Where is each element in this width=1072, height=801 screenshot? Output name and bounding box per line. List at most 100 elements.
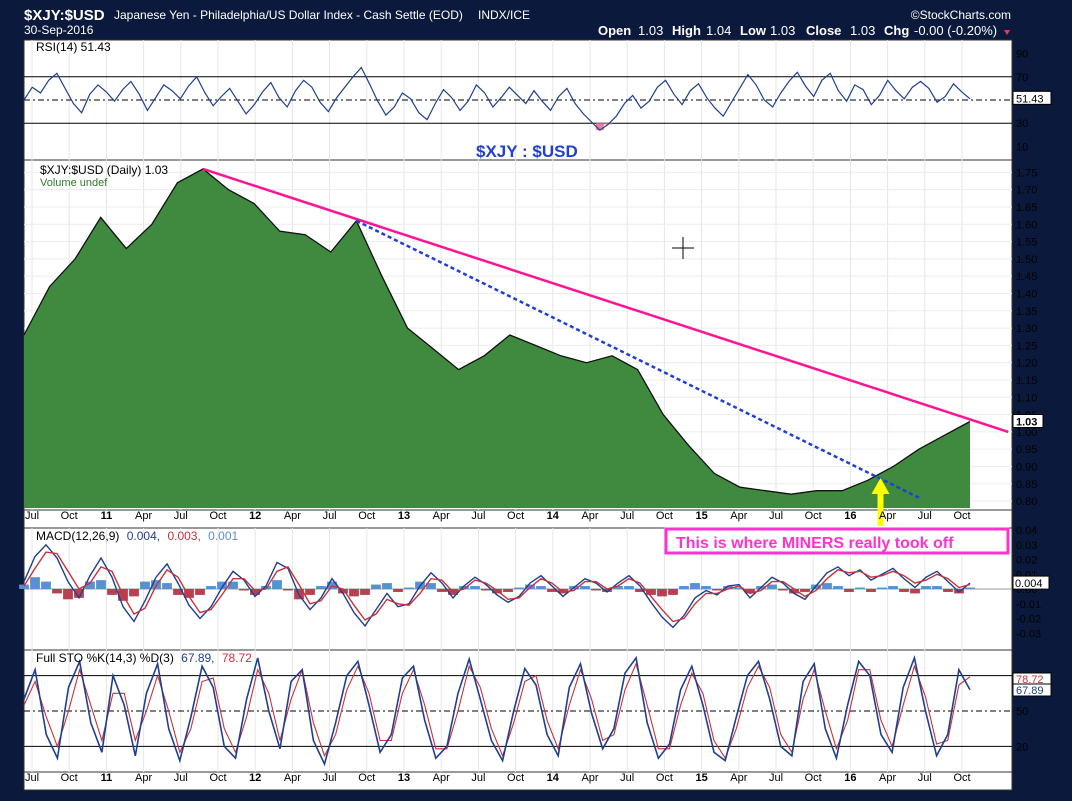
x-tick-label: 11 xyxy=(101,772,113,784)
x-tick-label: Apr xyxy=(730,772,747,784)
macd-histogram-bar xyxy=(613,586,623,589)
x-tick-label: Oct xyxy=(805,772,822,784)
price-y-tick-label: 1.65 xyxy=(1016,202,1037,214)
open-value: 1.03 xyxy=(638,23,663,38)
rsi-oversold-shade xyxy=(595,123,604,131)
price-y-tick-label: 1.40 xyxy=(1016,288,1037,300)
macd-histogram-bar xyxy=(239,589,249,591)
macd-histogram-bar xyxy=(74,589,84,598)
bottom-x-axis xyxy=(23,771,1013,791)
close-label: Close xyxy=(806,23,841,38)
macd-histogram-bar xyxy=(437,589,447,592)
watermark: ©StockCharts.com xyxy=(911,8,1011,22)
price-y-tick-label: 0.80 xyxy=(1016,496,1037,508)
macd-title-params: MACD(12,26,9) xyxy=(36,529,119,543)
exchange-label: INDX/ICE xyxy=(478,8,530,22)
x-tick-label: Apr xyxy=(879,772,896,784)
macd-histogram-bar xyxy=(426,583,436,589)
macd-histogram-bar xyxy=(745,589,755,594)
price-y-tick-label: 1.75 xyxy=(1016,167,1037,179)
x-tick-label: 12 xyxy=(249,510,261,522)
macd-histogram-bar xyxy=(481,589,491,591)
price-y-tick-label: 1.55 xyxy=(1016,237,1037,249)
macd-histogram-bar xyxy=(195,589,205,595)
x-tick-label: Jul xyxy=(323,510,337,522)
x-tick-label: Jul xyxy=(471,510,485,522)
macd-histogram-bar xyxy=(547,589,557,592)
x-tick-label: 14 xyxy=(547,510,560,522)
rsi-y-tick-label: 90 xyxy=(1016,49,1028,61)
macd-histogram-bar xyxy=(283,589,293,591)
macd-title: MACD(12,26,9) 0.004, 0.003, 0.001 xyxy=(36,529,239,543)
macd-y-tick-label: 0.02 xyxy=(1016,555,1037,567)
x-tick-label: Apr xyxy=(433,510,450,522)
price-y-tick-label: 1.70 xyxy=(1016,185,1037,197)
open-label: Open xyxy=(598,23,631,38)
price-y-tick-label: 1.20 xyxy=(1016,358,1037,370)
rsi-value-label: 51.43 xyxy=(1016,93,1044,105)
macd-y-tick-label: 0.03 xyxy=(1016,540,1037,552)
x-tick-label: Oct xyxy=(61,510,78,522)
sto-title: Full STO %K(14,3) %D(3) 67.89, 78.72 xyxy=(36,651,252,665)
price-y-tick-label: 0.95 xyxy=(1016,444,1037,456)
macd-histogram-bar xyxy=(338,589,348,594)
high-label: High xyxy=(672,23,701,38)
x-tick-label: Jul xyxy=(918,772,932,784)
x-tick-label: Jul xyxy=(174,510,188,522)
macd-histogram-bar xyxy=(404,587,414,589)
x-tick-label: Oct xyxy=(358,510,375,522)
macd-histogram-bar xyxy=(789,589,799,594)
x-tick-label: 13 xyxy=(398,510,410,522)
macd-histogram-bar xyxy=(250,589,260,595)
volume-label: Volume undef xyxy=(40,177,108,189)
down-arrow-icon xyxy=(1004,30,1010,35)
x-tick-label: Jul xyxy=(620,510,634,522)
x-tick-label: Jul xyxy=(769,510,783,522)
macd-histogram-bar xyxy=(272,580,282,589)
macd-histogram-bar xyxy=(624,586,634,589)
crosshair-icon xyxy=(672,237,694,259)
x-tick-label: Apr xyxy=(284,772,301,784)
macd-histogram-bar xyxy=(162,583,172,589)
x-tick-label: 16 xyxy=(844,772,856,784)
x-tick-label: 11 xyxy=(101,510,113,522)
price-line xyxy=(23,168,971,495)
sto-value-label: 78.72 xyxy=(1016,674,1044,686)
macd-y-tick-label: -0.01 xyxy=(1016,599,1041,611)
price-y-tick-label: 1.30 xyxy=(1016,323,1037,335)
macd-histogram-bar xyxy=(30,577,40,589)
x-tick-label: Jul xyxy=(25,510,39,522)
close-value: 1.03 xyxy=(850,23,875,38)
sto-k-line xyxy=(23,655,971,767)
macd-histogram-bar xyxy=(899,589,909,592)
price-y-tick-label: 1.60 xyxy=(1016,219,1037,231)
macd-histogram-bar xyxy=(965,587,975,589)
macd-histogram-bar xyxy=(822,583,832,589)
price-y-tick-label: 1.50 xyxy=(1016,254,1037,266)
macd-histogram-bar xyxy=(723,586,733,589)
sto-title-k: 67.89, xyxy=(181,651,214,665)
macd-value-label: 0.004 xyxy=(1015,578,1043,590)
macd-histogram-bar xyxy=(536,586,546,589)
macd-histogram-bar xyxy=(173,589,183,595)
x-tick-label: Apr xyxy=(581,510,598,522)
price-y-tick-label: 0.90 xyxy=(1016,461,1037,473)
macd-histogram-bar xyxy=(261,586,271,589)
macd-histogram-bar xyxy=(844,589,854,592)
x-tick-label: Jul xyxy=(174,772,188,784)
sto-value-label: 67.89 xyxy=(1016,685,1044,697)
macd-histogram-bar xyxy=(129,589,139,597)
macd-histogram-bar xyxy=(107,589,117,595)
annotation-text: This is where MINERS really took off xyxy=(676,535,954,552)
macd-histogram-bar xyxy=(305,589,315,595)
x-tick-label: Oct xyxy=(656,772,673,784)
macd-histogram-bar xyxy=(701,586,711,589)
macd-histogram-bar xyxy=(679,586,689,589)
x-tick-label: Oct xyxy=(953,772,970,784)
x-tick-label: Jul xyxy=(25,772,39,784)
price-y-tick-label: 1.00 xyxy=(1016,427,1037,439)
x-tick-label: Oct xyxy=(358,772,375,784)
symbol-label: $XJY:$USD xyxy=(24,7,105,24)
